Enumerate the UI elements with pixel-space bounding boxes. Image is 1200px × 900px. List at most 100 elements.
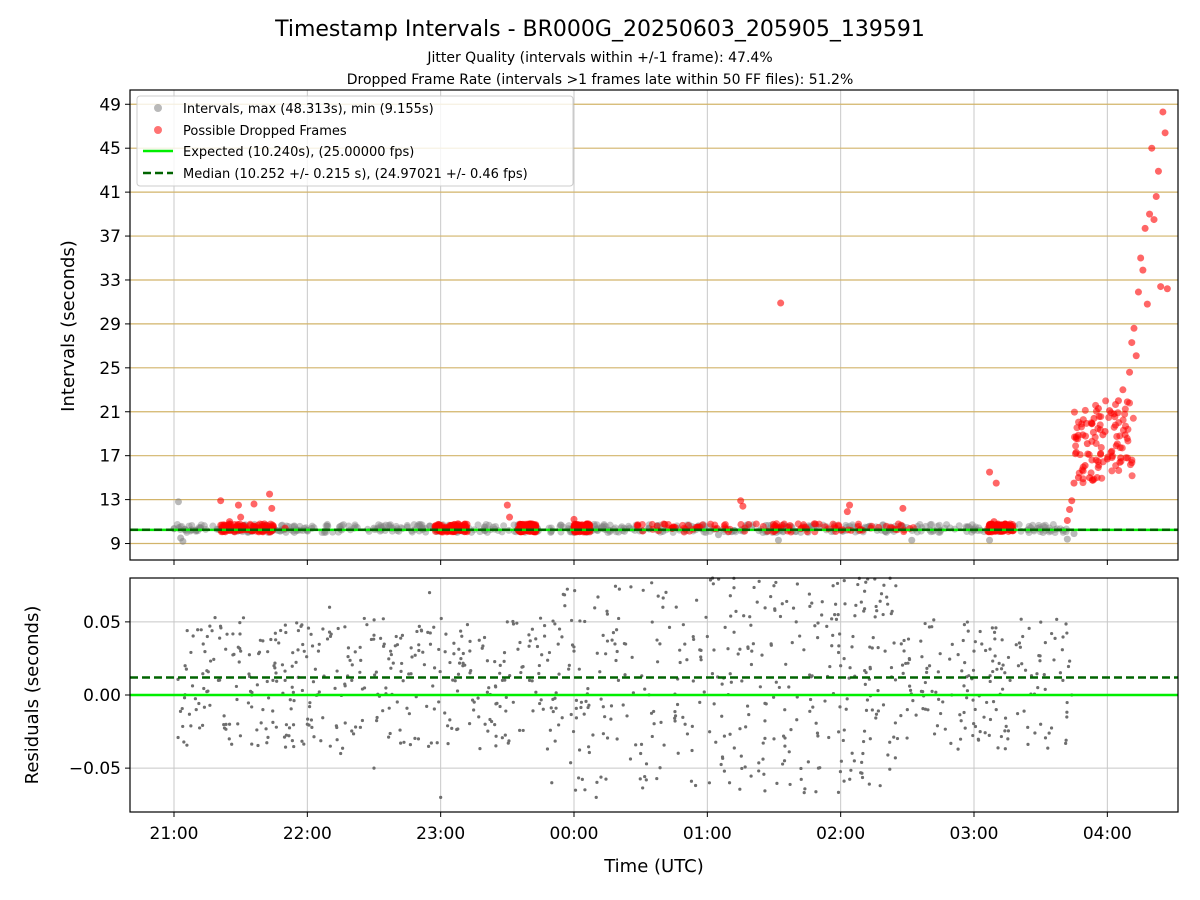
residual-point: [448, 718, 452, 722]
legend-label-dropped: Possible Dropped Frames: [183, 124, 347, 139]
interval-point: [606, 521, 614, 529]
residual-point: [389, 649, 393, 653]
residual-point: [198, 726, 202, 730]
residual-point: [502, 651, 507, 655]
dropped-point: [1094, 404, 1102, 412]
residual-point: [598, 670, 602, 674]
residual-point: [444, 632, 448, 636]
dropped-point: [506, 513, 514, 521]
residual-point: [959, 719, 963, 723]
residual-point: [699, 648, 703, 652]
residual-point: [583, 619, 587, 624]
residual-point: [842, 657, 846, 661]
residual-point: [868, 737, 872, 741]
residual-point: [201, 642, 205, 646]
residual-point: [721, 756, 725, 760]
residual-point: [983, 731, 987, 735]
residual-point: [761, 757, 765, 761]
residual-point: [1055, 617, 1059, 621]
residual-point: [732, 630, 736, 634]
residual-point: [879, 592, 884, 596]
residual-point: [886, 753, 890, 757]
residual-point: [728, 672, 732, 676]
residual-point: [794, 620, 798, 624]
residual-point: [795, 718, 799, 722]
interval-point: [964, 523, 972, 531]
dropped-point: [570, 515, 578, 523]
residual-point: [601, 732, 605, 736]
residual-point: [236, 722, 240, 726]
dropped-point: [995, 521, 1003, 529]
interval-point: [600, 522, 608, 530]
residual-point: [838, 770, 843, 774]
x-tick-label-4: 01:00: [683, 824, 732, 844]
interval-point: [323, 522, 331, 530]
residual-point: [255, 728, 259, 732]
residual-point: [562, 593, 567, 597]
residual-point: [557, 672, 561, 676]
residual-point: [885, 595, 889, 599]
residual-point: [1026, 742, 1030, 746]
residual-point: [830, 617, 834, 621]
residual-point: [468, 639, 472, 643]
residual-point: [594, 795, 598, 799]
residual-point: [1003, 729, 1007, 733]
residual-point: [302, 649, 306, 653]
residual-point: [710, 672, 715, 676]
residual-point: [820, 600, 824, 604]
residual-point: [1027, 626, 1031, 630]
residual-point: [478, 747, 482, 751]
interval-point: [1070, 530, 1078, 538]
residual-point: [923, 621, 927, 626]
interval-point: [308, 522, 316, 530]
residual-point: [399, 669, 403, 673]
residual-point: [848, 777, 852, 781]
residual-point: [537, 663, 541, 668]
residual-point: [327, 605, 332, 609]
residual-point: [241, 616, 246, 620]
residual-point: [820, 613, 824, 617]
residual-point: [457, 647, 461, 651]
chart-title: Timestamp Intervals - BR000G_20250603_20…: [274, 17, 925, 42]
residual-point: [842, 779, 846, 783]
top-ytick-label-3: 21: [99, 403, 121, 423]
residual-point: [1003, 747, 1007, 751]
residual-point: [432, 707, 436, 711]
residual-point: [283, 745, 288, 749]
interval-point: [415, 521, 423, 529]
dropped-point: [1121, 410, 1129, 418]
residual-point: [852, 759, 856, 763]
residual-point: [291, 690, 295, 694]
x-tick-label-5: 02:00: [816, 824, 865, 844]
residual-point: [995, 667, 999, 671]
residual-point: [685, 658, 689, 662]
residual-point: [980, 642, 984, 646]
residual-point: [457, 661, 462, 665]
dropped-point: [1092, 440, 1100, 448]
interval-point: [375, 521, 383, 529]
chart-subtitle-dropped: Dropped Frame Rate (intervals >1 frames …: [347, 72, 854, 88]
residual-point: [784, 662, 788, 666]
interval-point: [481, 523, 489, 531]
residual-point: [265, 741, 269, 745]
residual-point: [446, 742, 450, 746]
interval-point: [1035, 521, 1043, 529]
residual-point: [565, 587, 569, 591]
dropped-point: [843, 508, 851, 516]
interval-point: [908, 536, 916, 544]
residual-point: [239, 649, 243, 653]
dropped-point: [1121, 405, 1129, 413]
residual-point: [751, 642, 755, 646]
dropped-point: [737, 497, 745, 505]
interval-point: [340, 521, 348, 529]
residual-point: [825, 624, 829, 628]
residual-point: [197, 701, 201, 706]
residual-point: [976, 737, 980, 741]
dropped-point: [1128, 339, 1136, 347]
residual-point: [649, 711, 654, 715]
residual-point: [372, 618, 376, 622]
residual-point: [415, 629, 419, 634]
residual-point: [848, 666, 852, 670]
residual-point: [579, 700, 584, 704]
residual-point: [296, 648, 300, 652]
